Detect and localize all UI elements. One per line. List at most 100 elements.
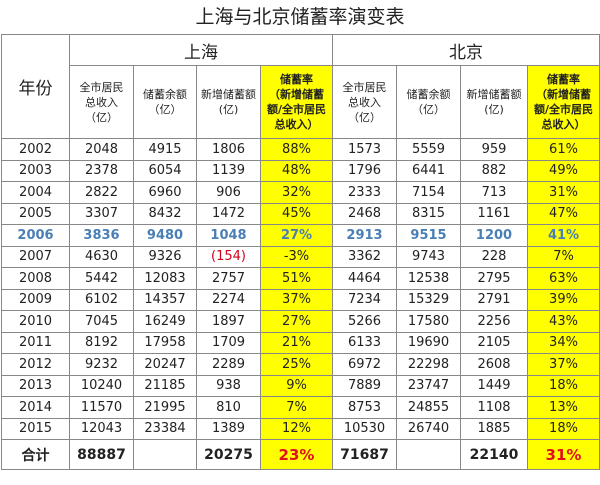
header-line: 储蓄余额 xyxy=(406,88,451,101)
shanghai-savings-rate-cell: 51% xyxy=(260,267,333,290)
shanghai-total-savings-rate-cell: 23% xyxy=(260,439,333,470)
table-row: 2013 10240 21185 938 9% 7889 23747 1449 18% xyxy=(1,374,600,397)
shanghai-new-savings-cell: 938 xyxy=(196,374,261,397)
beijing-savings-balance-cell: 9515 xyxy=(396,224,461,247)
table-row: 2007 4630 9326 (154) -3% 3362 9743 228 7% xyxy=(1,245,600,268)
beijing-new-savings-cell: 1885 xyxy=(460,417,528,440)
beijing-savings-balance-cell: 15329 xyxy=(396,288,461,311)
beijing-savings-rate-cell: 18% xyxy=(527,417,600,440)
beijing-savings-balance-cell: 6441 xyxy=(396,159,461,182)
beijing-new-savings-cell: 713 xyxy=(460,181,528,204)
header-line: 储蓄率 xyxy=(547,73,580,86)
shanghai-new-savings-cell: (154) xyxy=(196,245,261,268)
shanghai-total-income-cell: 3307 xyxy=(69,202,134,225)
shanghai-savings-rate-cell: 45% xyxy=(260,202,333,225)
beijing-savings-rate-cell: 13% xyxy=(527,396,600,419)
beijing-total-income-cell: 2468 xyxy=(332,202,397,225)
beijing-savings-balance-header: 储蓄余额 （亿） xyxy=(396,65,461,139)
shanghai-total-income-cell: 11570 xyxy=(69,396,134,419)
header-line: （亿） xyxy=(85,110,118,124)
beijing-savings-balance-cell: 12538 xyxy=(396,267,461,290)
year-cell: 2010 xyxy=(1,310,70,333)
shanghai-savings-balance-cell: 21995 xyxy=(133,396,197,419)
shanghai-total-income-cell: 2822 xyxy=(69,181,134,204)
beijing-total-income-cell: 2333 xyxy=(332,181,397,204)
shanghai-savings-rate-cell: 37% xyxy=(260,288,333,311)
header-line: 新增储蓄额 xyxy=(201,88,256,101)
beijing-savings-balance-cell: 8315 xyxy=(396,202,461,225)
column-header-row: 全市居民 总收入 （亿） 储蓄余额 （亿） 新增储蓄额 (亿) 储蓄率 （新增储蓄 额/全市居民总… xyxy=(2,65,600,139)
shanghai-savings-balance-cell: 21185 xyxy=(133,374,197,397)
shanghai-savings-balance-cell: 16249 xyxy=(133,310,197,333)
header-line: （新增储蓄 xyxy=(536,88,591,101)
header-line: （亿） xyxy=(348,110,381,124)
table-row: 2012 9232 20247 2289 25% 6972 22298 2608 37% xyxy=(1,353,600,376)
beijing-savings-balance-cell: 7154 xyxy=(396,181,461,204)
shanghai-savings-balance-cell: 9326 xyxy=(133,245,197,268)
header-line: （亿） xyxy=(412,103,445,116)
beijing-new-savings-cell: 959 xyxy=(460,138,528,161)
shanghai-total-savings-balance-cell xyxy=(133,439,197,470)
shanghai-savings-rate-cell: 21% xyxy=(260,331,333,354)
table-row: 2009 6102 14357 2274 37% 7234 15329 2791 39% xyxy=(1,288,600,311)
beijing-total-income-cell: 8753 xyxy=(332,396,397,419)
shanghai-savings-rate-cell: 32% xyxy=(260,181,333,204)
beijing-new-savings-cell: 882 xyxy=(460,159,528,182)
beijing-savings-balance-cell: 9743 xyxy=(396,245,461,268)
shanghai-total-income-cell: 12043 xyxy=(69,417,134,440)
beijing-savings-rate-cell: 47% xyxy=(527,202,600,225)
shanghai-total-income-cell: 6102 xyxy=(69,288,134,311)
beijing-savings-rate-cell: 63% xyxy=(527,267,600,290)
beijing-savings-balance-cell: 23747 xyxy=(396,374,461,397)
savings-rate-table: 年份 上海 北京 全市居民 总收入 （亿） 储蓄余额 （亿） 新增储蓄额 (亿) 储蓄率 （新增… xyxy=(1,34,600,470)
table-row: 2015 12043 23384 1389 12% 10530 26740 1885 18% xyxy=(1,417,600,440)
beijing-total-income-cell: 5266 xyxy=(332,310,397,333)
shanghai-savings-balance-cell: 23384 xyxy=(133,417,197,440)
beijing-total-income-cell: 3362 xyxy=(332,245,397,268)
year-cell: 2009 xyxy=(1,288,70,311)
shanghai-savings-rate-cell: -3% xyxy=(260,245,333,268)
total-label-cell: 合计 xyxy=(1,439,70,470)
beijing-new-savings-cell: 2105 xyxy=(460,331,528,354)
beijing-savings-balance-cell: 17580 xyxy=(396,310,461,333)
header-line: 总收入） xyxy=(541,118,586,131)
year-cell: 2011 xyxy=(1,331,70,354)
shanghai-savings-balance-cell: 8432 xyxy=(133,202,197,225)
year-cell: 2008 xyxy=(1,267,70,290)
beijing-new-savings-cell: 228 xyxy=(460,245,528,268)
shanghai-total-total-income-cell: 88887 xyxy=(69,439,134,470)
beijing-total-income-header: 全市居民 总收入 （亿） xyxy=(332,65,397,139)
beijing-savings-rate-cell: 18% xyxy=(527,374,600,397)
city-header-shanghai: 上海 xyxy=(69,34,333,66)
header-line: (亿) xyxy=(484,103,504,116)
header-line: (亿) xyxy=(218,103,239,116)
beijing-total-income-cell: 6972 xyxy=(332,353,397,376)
beijing-savings-balance-cell: 22298 xyxy=(396,353,461,376)
shanghai-savings-balance-cell: 4915 xyxy=(133,138,197,161)
shanghai-savings-balance-cell: 17958 xyxy=(133,331,197,354)
shanghai-new-savings-cell: 1139 xyxy=(196,159,261,182)
beijing-total-savings-rate-cell: 31% xyxy=(527,439,600,470)
beijing-total-income-cell: 10530 xyxy=(332,417,397,440)
beijing-total-income-cell: 4464 xyxy=(332,267,397,290)
header-line: 额/全市居民 xyxy=(266,103,327,116)
beijing-total-savings-balance-cell xyxy=(396,439,461,470)
year-cell: 2014 xyxy=(1,396,70,419)
shanghai-total-income-cell: 9232 xyxy=(69,353,134,376)
shanghai-total-income-cell: 2048 xyxy=(69,138,134,161)
shanghai-savings-balance-header: 储蓄余额 （亿） xyxy=(133,65,197,139)
beijing-new-savings-cell: 2608 xyxy=(460,353,528,376)
header-line: 总收入） xyxy=(274,118,319,131)
shanghai-new-savings-cell: 1472 xyxy=(196,202,261,225)
beijing-total-income-cell: 7234 xyxy=(332,288,397,311)
shanghai-savings-rate-cell: 27% xyxy=(260,310,333,333)
beijing-savings-rate-cell: 34% xyxy=(527,331,600,354)
beijing-savings-rate-cell: 61% xyxy=(527,138,600,161)
beijing-total-new-savings-cell: 22140 xyxy=(460,439,528,470)
shanghai-total-income-cell: 2378 xyxy=(69,159,134,182)
shanghai-total-income-header: 全市居民 总收入 （亿） xyxy=(69,65,134,139)
beijing-savings-rate-cell: 39% xyxy=(527,288,600,311)
shanghai-new-savings-cell: 2274 xyxy=(196,288,261,311)
year-cell: 2004 xyxy=(1,181,70,204)
beijing-new-savings-cell: 2791 xyxy=(460,288,528,311)
